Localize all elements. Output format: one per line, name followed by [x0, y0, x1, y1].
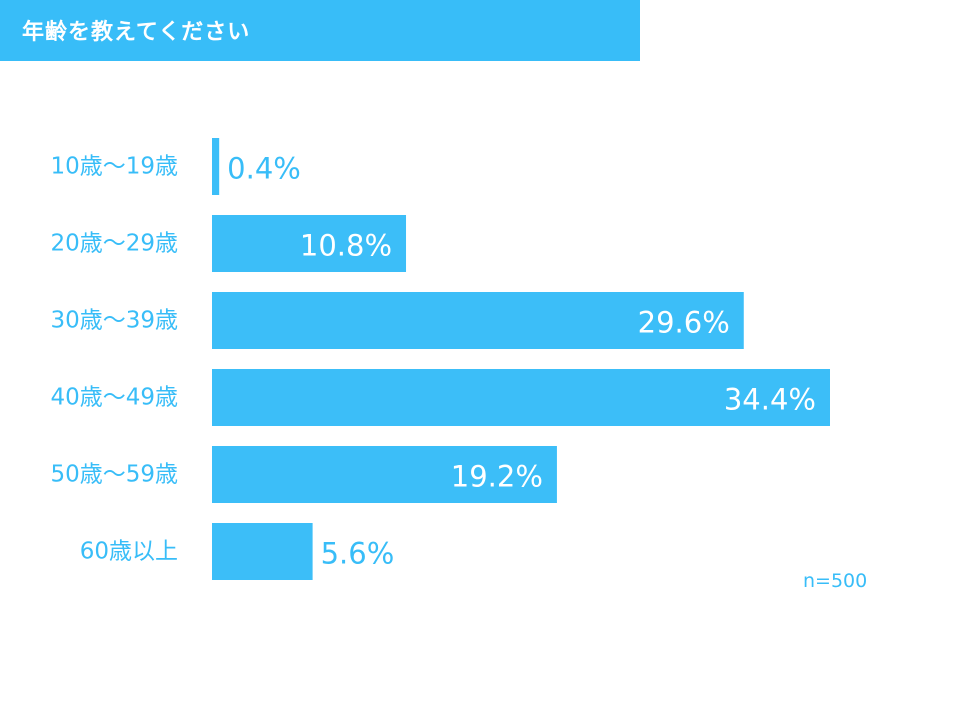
bar	[212, 369, 830, 426]
bar	[212, 446, 557, 503]
chart-title: 年齢を教えてください	[22, 20, 251, 45]
bar-value-label: 0.4%	[227, 152, 301, 186]
category-label: 40歳～49歳	[50, 385, 178, 411]
category-label: 20歳～29歳	[50, 231, 178, 257]
bar-value-label: 29.6%	[638, 306, 730, 340]
bar-value-label: 34.4%	[724, 383, 816, 417]
title-banner: 年齢を教えてください	[0, 0, 640, 61]
bar-value-label: 19.2%	[451, 460, 543, 494]
bar-value-label: 5.6%	[321, 537, 395, 571]
bar	[212, 292, 744, 349]
category-label: 60歳以上	[80, 539, 178, 565]
bar-value-label: 10.8%	[300, 229, 392, 263]
bar	[212, 523, 313, 580]
bar	[212, 215, 407, 272]
category-label: 10歳～19歳	[50, 154, 178, 180]
category-label: 50歳～59歳	[50, 462, 178, 488]
category-label: 30歳～39歳	[50, 308, 178, 334]
sample-size-label: n=500	[803, 570, 868, 592]
bar	[212, 138, 220, 195]
